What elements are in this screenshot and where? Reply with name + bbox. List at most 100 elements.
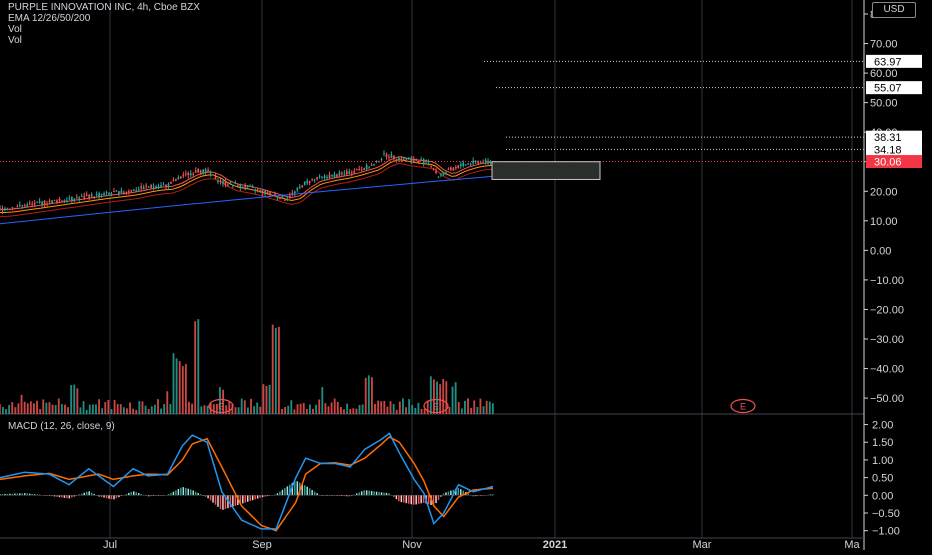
- macd-histogram-bar: [170, 493, 172, 496]
- volume-bar: [464, 400, 466, 414]
- volume-bar: [364, 377, 367, 414]
- candle-body: [68, 198, 71, 200]
- volume-bar: [265, 385, 268, 414]
- candle-body: [311, 178, 314, 180]
- volume-bar: [277, 326, 280, 414]
- symbol-title[interactable]: PURPLE INNOVATION INC, 4h, Cboe BZX: [8, 2, 200, 13]
- macd-histogram-bar: [125, 493, 128, 496]
- macd-histogram-bar: [308, 488, 311, 496]
- macd-axis-label: 1.50: [872, 437, 893, 449]
- volume-bar: [60, 404, 63, 414]
- macd-histogram-bar: [207, 495, 209, 499]
- volume-bar: [98, 399, 100, 414]
- macd-histogram-bar: [24, 493, 26, 496]
- volume-bar: [423, 408, 426, 414]
- candle-body: [358, 169, 361, 171]
- candle-body: [430, 165, 432, 167]
- volume-bar: [79, 407, 82, 414]
- volume-bar: [95, 404, 97, 414]
- candle-body: [147, 186, 150, 188]
- candle-body: [18, 204, 21, 206]
- volume-bar: [14, 407, 17, 414]
- macd-line: [0, 432, 494, 530]
- candle-body: [365, 165, 368, 170]
- price-level-badge[interactable]: [866, 142, 922, 156]
- macd-histogram-bar: [303, 485, 306, 496]
- candle-body: [110, 193, 113, 195]
- macd-histogram-bar: [489, 494, 492, 496]
- macd-histogram-bar: [460, 489, 462, 496]
- price-level-badge[interactable]: [866, 130, 922, 144]
- price-level-label: 38.31: [874, 132, 902, 144]
- candle-body: [66, 200, 68, 202]
- volume-bar: [51, 404, 54, 414]
- volume-bar: [129, 402, 131, 414]
- macd-histogram-bar: [420, 495, 422, 504]
- macd-histogram-bar: [343, 495, 346, 497]
- earnings-marker[interactable]: [730, 398, 756, 414]
- macd-histogram-bar: [378, 492, 380, 496]
- macd-histogram-bar: [133, 491, 135, 496]
- candle-body: [261, 190, 264, 194]
- volume-bar: [386, 406, 389, 414]
- macd-histogram-bar: [442, 493, 445, 496]
- macd-histogram-bar: [408, 495, 410, 504]
- currency-button[interactable]: USD: [872, 2, 916, 18]
- candle-body: [172, 180, 175, 182]
- macd-legend[interactable]: MACD (12, 26, close, 9): [8, 421, 115, 432]
- volume-bar: [175, 358, 178, 414]
- candle-body: [467, 163, 470, 165]
- volume-bar: [302, 402, 305, 414]
- rectangle-drawing[interactable]: [491, 161, 601, 180]
- candle-body: [420, 159, 423, 161]
- price-level-badge[interactable]: [866, 54, 922, 68]
- macd-histogram-bar: [284, 488, 286, 496]
- macd-histogram-bar: [415, 495, 417, 505]
- candle-body: [145, 185, 148, 187]
- volume-bar: [470, 407, 473, 414]
- price-level-badge[interactable]: [866, 81, 922, 95]
- volume-bar: [76, 388, 79, 414]
- volume-bar: [383, 400, 386, 414]
- volume-indicator-label-2[interactable]: Vol: [8, 35, 22, 46]
- volume-bar: [200, 406, 203, 414]
- volume-indicator-label[interactable]: Vol: [8, 24, 22, 35]
- ema-indicator-label[interactable]: EMA 12/26/50/200: [8, 13, 91, 24]
- earnings-marker[interactable]: [208, 398, 234, 414]
- volume-bar: [0, 404, 1, 414]
- macd-histogram-bar: [68, 495, 71, 499]
- candle-body: [440, 174, 442, 176]
- candle-body: [51, 200, 53, 204]
- macd-histogram-bar: [38, 494, 41, 496]
- candle-body: [333, 174, 336, 178]
- macd-histogram-bar: [53, 495, 56, 497]
- macd-histogram-bar: [214, 495, 217, 505]
- price-axis-label: −10.00: [870, 275, 904, 287]
- macd-histogram-bar: [301, 483, 303, 496]
- price-level-badge[interactable]: [866, 155, 922, 169]
- earnings-marker[interactable]: [423, 398, 449, 414]
- macd-histogram-bar: [373, 491, 375, 496]
- candle-body: [103, 193, 105, 196]
- macd-histogram-bar: [194, 491, 197, 496]
- candle-body: [120, 190, 123, 193]
- candle-body: [212, 174, 214, 176]
- volume-bar: [184, 364, 187, 414]
- macd-histogram-bar: [204, 495, 207, 497]
- price-axis-label: 50.00: [870, 98, 898, 110]
- candle-body: [170, 181, 172, 184]
- macd-histogram-bar: [286, 486, 289, 496]
- candle-body: [318, 176, 321, 178]
- macd-histogram-bar: [353, 494, 356, 496]
- macd-histogram-bar: [36, 494, 38, 496]
- candle-body: [207, 170, 209, 172]
- candle-body: [378, 161, 380, 163]
- macd-histogram-bar: [246, 495, 249, 502]
- candle-body: [14, 208, 16, 210]
- macd-histogram-bar: [175, 490, 177, 496]
- volume-bar: [57, 398, 60, 414]
- volume-bar: [91, 404, 94, 414]
- volume-bar: [225, 405, 228, 414]
